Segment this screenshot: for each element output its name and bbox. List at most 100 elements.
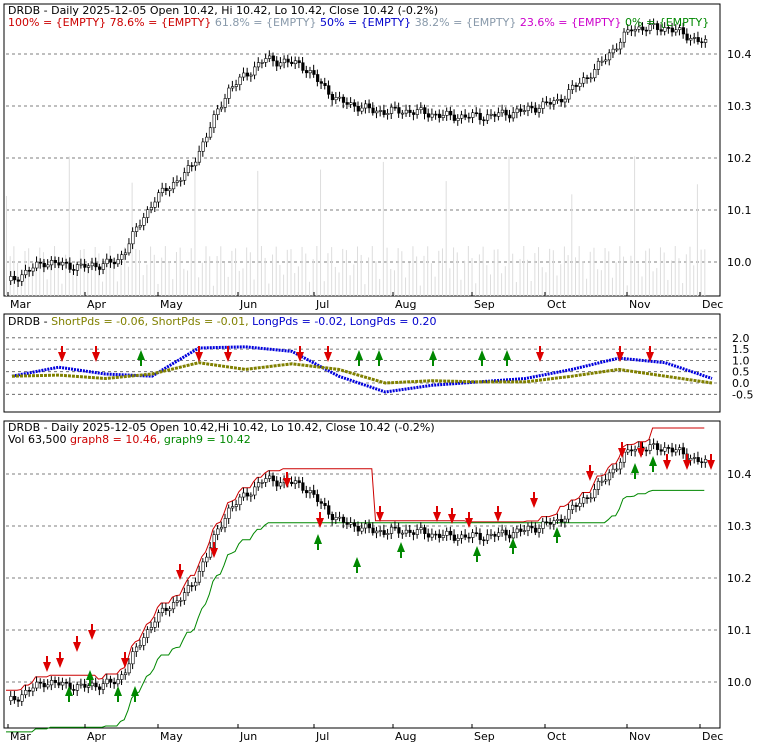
volume-bar xyxy=(260,246,262,296)
y-tick-label: 10.1 xyxy=(727,204,752,217)
candle-body xyxy=(437,113,442,118)
candle-body xyxy=(393,526,397,529)
buy-signal-arrow xyxy=(355,350,363,366)
candle-body xyxy=(234,504,238,507)
candle-body xyxy=(704,459,708,463)
candle-body xyxy=(678,27,682,31)
volume-bar xyxy=(105,259,107,296)
candle-body xyxy=(456,537,460,541)
volume-bar xyxy=(652,271,654,296)
candle-body xyxy=(478,112,482,121)
volume-bar xyxy=(153,254,155,296)
oscillator-lines xyxy=(11,345,713,394)
volume-bar xyxy=(349,275,351,296)
volume-bar xyxy=(515,282,517,296)
candle-body xyxy=(197,571,202,583)
candle-body xyxy=(75,264,80,271)
price-panel-frame xyxy=(3,3,721,297)
buy-signal-arrow xyxy=(631,463,639,479)
candle-body xyxy=(349,102,353,105)
volume-bar xyxy=(305,253,307,296)
candle-body xyxy=(194,161,198,167)
stops-x-ticks: Mar Apr May Jun Jul Aug Sep Oct Nov Dec xyxy=(7,724,723,743)
candle-body xyxy=(497,532,501,537)
candle-body xyxy=(648,24,652,31)
candle-body xyxy=(582,497,586,504)
candle-body xyxy=(434,113,438,116)
volume-bar xyxy=(357,246,358,296)
candle-body xyxy=(619,461,623,470)
sell-signal-arrow xyxy=(176,564,184,580)
candle-body xyxy=(596,60,601,70)
candle-body xyxy=(109,258,113,263)
candle-body xyxy=(293,60,298,65)
candle-body xyxy=(253,66,257,76)
volume-bar xyxy=(552,250,554,296)
candle-body xyxy=(61,681,65,686)
sell-signal-arrow xyxy=(637,442,645,458)
candle-body xyxy=(120,674,124,680)
volume-bar xyxy=(449,268,451,296)
candle-body xyxy=(670,447,674,453)
candle-body xyxy=(541,521,545,529)
candle-body xyxy=(16,699,20,702)
candle-body xyxy=(463,534,468,538)
candle-body xyxy=(515,108,519,113)
candle-body xyxy=(489,113,493,116)
volume-bar xyxy=(220,246,222,296)
volume-bar xyxy=(87,272,89,296)
candle-body xyxy=(290,61,294,65)
candle-body xyxy=(31,687,35,692)
candle-body xyxy=(626,29,630,33)
candle-body xyxy=(264,478,268,483)
volume-bar xyxy=(526,259,528,296)
candle-body xyxy=(160,187,165,193)
volume-bar xyxy=(704,249,706,296)
legend-entry-4: 38.2% = {EMPTY} xyxy=(415,16,520,29)
candle-body xyxy=(216,528,220,535)
candle-body xyxy=(46,264,50,268)
candle-body xyxy=(249,494,253,497)
candle-body xyxy=(578,502,582,507)
candle-body xyxy=(685,33,689,41)
candle-body xyxy=(667,447,671,449)
candle-body xyxy=(168,608,172,612)
volume-bar xyxy=(6,196,7,296)
volume-bar xyxy=(146,264,148,296)
candle-body xyxy=(138,225,142,228)
candle-body xyxy=(175,600,179,603)
volume-bar xyxy=(198,277,200,296)
volume-bar xyxy=(209,256,211,296)
candle-body xyxy=(131,651,135,665)
candle-body xyxy=(397,527,401,534)
candle-body xyxy=(208,127,213,138)
y-tick-label: 2.0 xyxy=(732,332,750,345)
volume-bar xyxy=(471,258,473,296)
candle-body xyxy=(135,646,139,652)
candle-body xyxy=(120,254,124,260)
volume-bar xyxy=(386,247,388,296)
candle-body xyxy=(105,258,109,264)
y-tick-label: 10.3 xyxy=(727,100,752,113)
candle-body xyxy=(648,444,652,451)
volume-bar xyxy=(161,257,163,296)
candle-body xyxy=(308,490,312,494)
candle-body xyxy=(219,106,224,110)
candle-body xyxy=(171,182,176,190)
volume-bar xyxy=(320,169,322,296)
candle-body xyxy=(216,108,220,115)
sell-signal-arrow xyxy=(663,454,671,470)
candle-body xyxy=(426,113,431,118)
x-tick-label: Jun xyxy=(239,298,257,311)
volume-bar xyxy=(693,265,695,296)
volume-bar xyxy=(659,247,661,296)
candle-body xyxy=(183,172,187,181)
candle-body xyxy=(423,107,427,114)
volume-bar xyxy=(142,275,144,296)
volume-bar xyxy=(512,253,514,296)
candle-body xyxy=(482,119,486,122)
candle-body xyxy=(98,686,102,690)
candle-body xyxy=(304,490,309,494)
candle-body xyxy=(9,276,13,282)
volume-bar xyxy=(109,246,111,296)
